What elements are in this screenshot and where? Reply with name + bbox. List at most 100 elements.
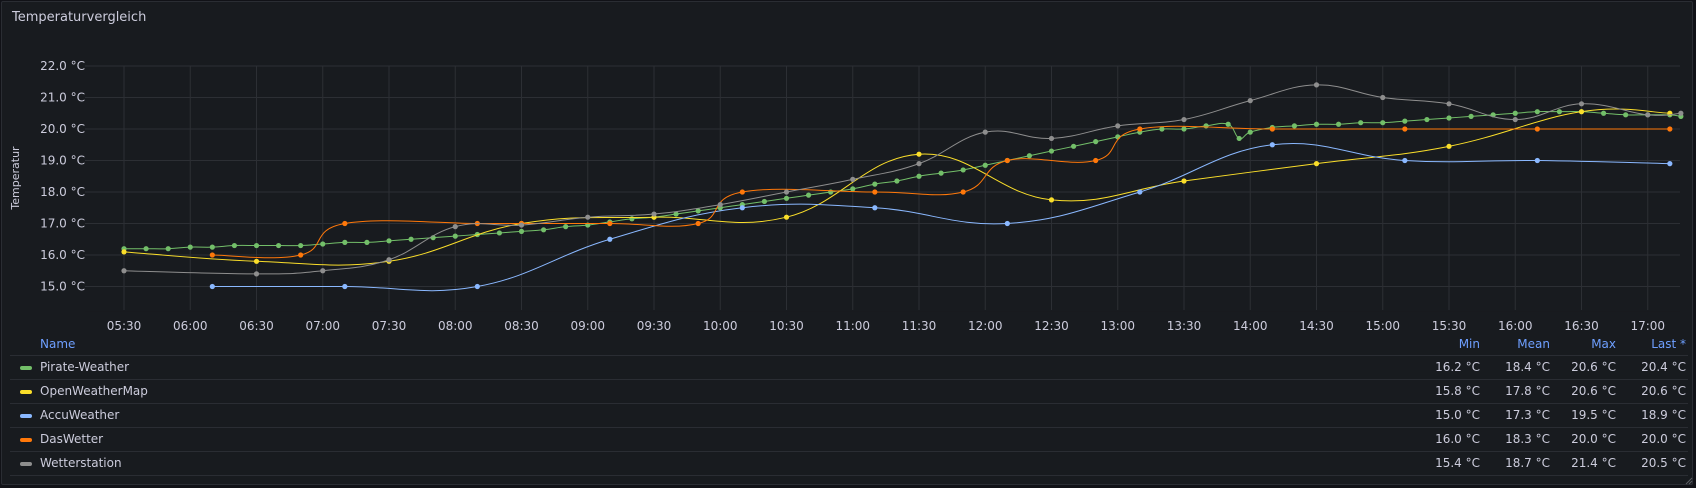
legend-series-name[interactable]: OpenWeatherMap [40, 384, 148, 398]
legend-swatch[interactable] [20, 462, 32, 466]
legend-row[interactable]: OpenWeatherMap 15.8 °C 17.8 °C 20.6 °C 20.6 … [10, 380, 1688, 404]
time-series-chart[interactable]: 15.0 °C 16.0 °C 17.0 °C 18.0 °C 19.0 °C 20.0 … [0, 0, 1696, 330]
series-line[interactable] [212, 143, 1670, 292]
data-point[interactable] [607, 236, 613, 242]
data-point[interactable] [1115, 123, 1121, 129]
data-point[interactable] [982, 162, 988, 168]
data-point[interactable] [1402, 126, 1408, 132]
data-point[interactable] [916, 161, 922, 167]
legend-series-name[interactable]: Pirate-Weather [40, 360, 130, 374]
data-point[interactable] [1313, 161, 1320, 167]
data-point[interactable] [342, 283, 348, 290]
data-point[interactable] [1678, 110, 1684, 116]
data-point[interactable] [1424, 116, 1430, 123]
legend-row[interactable]: AccuWeather 15.0 °C 17.3 °C 19.5 °C 18.9 °C [10, 404, 1688, 428]
data-point[interactable] [209, 252, 215, 258]
data-point[interactable] [1380, 120, 1386, 126]
data-point[interactable] [209, 283, 215, 290]
data-point[interactable] [1181, 126, 1187, 132]
data-point[interactable] [253, 242, 260, 249]
data-point[interactable] [1026, 153, 1033, 159]
data-point[interactable] [1402, 157, 1408, 164]
data-point[interactable] [1181, 178, 1187, 184]
legend-swatch[interactable] [20, 366, 32, 370]
data-point[interactable] [1048, 148, 1055, 154]
legend-row[interactable]: Pirate-Weather 16.2 °C 18.4 °C 20.6 °C 20.4 … [10, 356, 1688, 380]
data-point[interactable] [872, 189, 878, 195]
data-point[interactable] [1446, 115, 1452, 121]
data-point[interactable] [1335, 121, 1342, 127]
data-point[interactable] [320, 268, 326, 274]
legend-series-name[interactable]: DasWetter [40, 432, 104, 446]
data-point[interactable] [1048, 135, 1055, 142]
data-point[interactable] [298, 252, 304, 258]
data-point[interactable] [1667, 161, 1673, 167]
data-point[interactable] [938, 170, 944, 176]
data-point[interactable] [253, 258, 260, 264]
data-point[interactable] [563, 224, 569, 230]
data-point[interactable] [783, 189, 790, 195]
data-point[interactable] [143, 246, 149, 252]
data-point[interactable] [960, 167, 966, 173]
data-point[interactable] [783, 195, 790, 201]
data-point[interactable] [540, 227, 547, 233]
data-point[interactable] [850, 186, 856, 192]
data-point[interactable] [386, 238, 392, 244]
data-point[interactable] [695, 208, 701, 214]
resize-handle-icon[interactable] [1683, 475, 1693, 485]
data-point[interactable] [474, 283, 480, 290]
data-point[interactable] [1269, 142, 1275, 148]
data-point[interactable] [342, 239, 348, 245]
data-point[interactable] [408, 236, 414, 242]
data-point[interactable] [1380, 94, 1386, 101]
data-point[interactable] [1004, 220, 1010, 227]
data-point[interactable] [1556, 109, 1563, 115]
data-point[interactable] [518, 228, 525, 234]
series-wetterstation[interactable] [121, 82, 1684, 277]
data-point[interactable] [1225, 121, 1231, 127]
data-point[interactable] [629, 216, 635, 222]
data-point[interactable] [982, 129, 988, 135]
data-point[interactable] [1358, 120, 1364, 126]
legend-header-mean[interactable]: Mean [1517, 337, 1550, 351]
data-point[interactable] [783, 214, 790, 220]
data-point[interactable] [1093, 157, 1099, 164]
legend-series-name[interactable]: Wetterstation [40, 456, 122, 470]
data-point[interactable] [894, 178, 900, 184]
data-point[interactable] [1236, 135, 1242, 142]
data-point[interactable] [231, 242, 238, 249]
data-point[interactable] [651, 211, 657, 217]
data-point[interactable] [1159, 126, 1165, 132]
data-point[interactable] [1313, 82, 1320, 88]
data-point[interactable] [1446, 101, 1452, 107]
data-point[interactable] [518, 222, 525, 228]
data-point[interactable] [1093, 139, 1099, 145]
legend-swatch[interactable] [20, 390, 32, 394]
data-point[interactable] [298, 242, 304, 249]
data-point[interactable] [121, 268, 127, 274]
data-point[interactable] [1313, 121, 1320, 127]
data-point[interactable] [209, 244, 215, 250]
legend-row[interactable]: DasWetter 16.0 °C 18.3 °C 20.0 °C 20.0 °C [10, 428, 1688, 452]
legend-header-min[interactable]: Min [1458, 337, 1480, 351]
data-point[interactable] [872, 205, 878, 211]
data-point[interactable] [717, 202, 723, 208]
data-point[interactable] [872, 181, 878, 187]
data-point[interactable] [1137, 189, 1143, 195]
data-point[interactable] [275, 242, 282, 249]
data-point[interactable] [187, 244, 193, 250]
data-point[interactable] [1534, 109, 1540, 115]
data-point[interactable] [960, 189, 966, 195]
data-point[interactable] [1667, 126, 1673, 132]
data-point[interactable] [1534, 126, 1540, 132]
data-point[interactable] [916, 173, 922, 179]
legend-header-name[interactable]: Name [40, 337, 76, 351]
data-point[interactable] [1181, 116, 1187, 123]
data-point[interactable] [253, 271, 260, 277]
data-point[interactable] [1512, 110, 1518, 116]
data-point[interactable] [1247, 129, 1253, 135]
data-point[interactable] [739, 205, 745, 211]
data-point[interactable] [320, 241, 326, 247]
data-point[interactable] [1578, 109, 1585, 115]
data-point[interactable] [850, 176, 856, 182]
